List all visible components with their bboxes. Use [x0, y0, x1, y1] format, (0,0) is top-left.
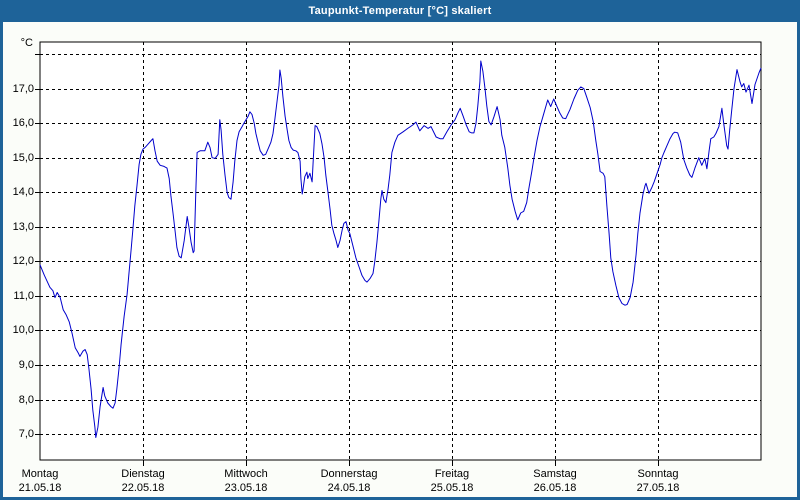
y-axis-label: 14,0 [12, 186, 34, 199]
y-axis-label: 8,0 [18, 393, 34, 406]
x-axis-day-label: Donnerstag [320, 468, 378, 480]
x-axis-day-group: Mittwoch 23.05.18 [201, 467, 291, 495]
x-axis-day-group: Sonntag 27.05.18 [613, 467, 703, 495]
x-axis-day-group: Donnerstag 24.05.18 [304, 467, 394, 495]
x-axis-day-group: Montag 21.05.18 [0, 467, 85, 495]
plot-frame [39, 41, 762, 461]
x-axis-day-label: Freitag [434, 468, 470, 480]
y-axis-unit-label: °C [20, 37, 33, 49]
title-bar: Taupunkt-Temperatur [°C] skaliert [0, 0, 800, 22]
x-axis-date-label: 26.05.18 [533, 482, 577, 494]
window-border-bottom [0, 497, 800, 500]
y-axis-label: 15,0 [12, 151, 34, 164]
y-axis-label: 9,0 [18, 359, 34, 371]
x-axis-day-label: Sonntag [637, 468, 679, 480]
x-axis-date-label: 23.05.18 [224, 482, 268, 494]
y-axis-label: 10,0 [12, 324, 34, 337]
x-axis-day-group: Dienstag 22.05.18 [98, 467, 188, 495]
y-axis-label: 12,0 [12, 255, 34, 268]
y-axis-label: 11,0 [13, 289, 34, 302]
x-axis-day-group: Freitag 25.05.18 [407, 467, 497, 495]
y-axis-label: 13,0 [12, 220, 34, 233]
y-axis-label: 7,0 [18, 428, 34, 441]
y-axis-label: 17,0 [12, 82, 34, 95]
x-axis-day-label: Mittwoch [224, 468, 268, 480]
chart-plot [35, 41, 762, 466]
window-border-right [797, 0, 800, 500]
window-border-left [0, 0, 3, 500]
x-axis-day-label: Montag [21, 468, 59, 480]
dewpoint-line [39, 60, 762, 438]
x-axis-day-label: Samstag [533, 468, 577, 480]
y-axis-label: 16,0 [12, 117, 34, 130]
x-axis-day-label: Dienstag [121, 468, 165, 480]
x-axis-day-group: Samstag 26.05.18 [510, 467, 600, 495]
chart-title: Taupunkt-Temperatur [°C] skaliert [308, 5, 492, 17]
x-axis-date-label: 24.05.18 [327, 482, 371, 494]
x-axis-date-label: 22.05.18 [121, 482, 165, 494]
x-axis-date-label: 21.05.18 [18, 482, 62, 494]
x-axis-date-label: 25.05.18 [430, 482, 474, 494]
x-axis-date-label: 27.05.18 [636, 482, 680, 494]
